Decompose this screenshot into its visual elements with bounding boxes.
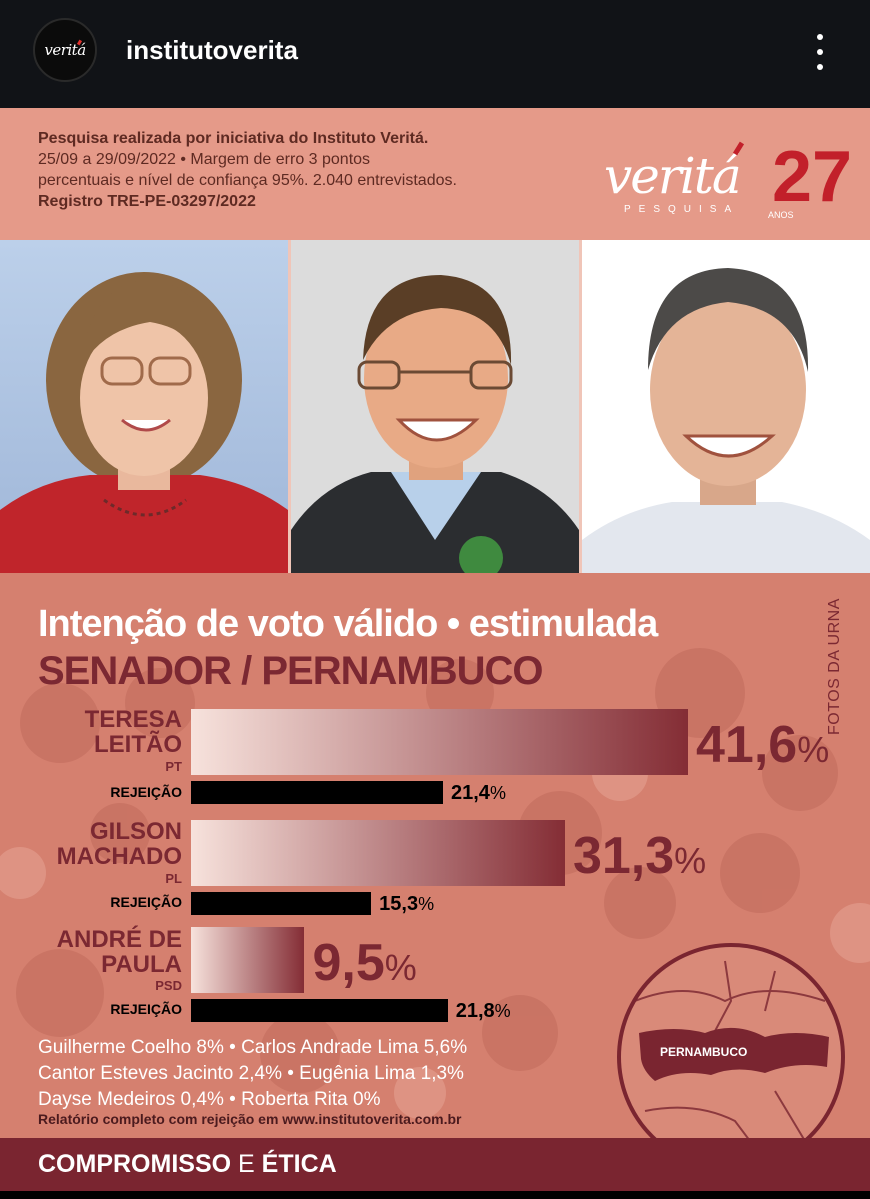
portrait-image — [0, 240, 288, 573]
percent-sign: % — [494, 1001, 511, 1021]
other-candidates-line: Guilherme Coelho 8% • Carlos Andrade Lim… — [38, 1037, 468, 1058]
post-header: veritá institutoverita — [0, 0, 870, 108]
candidate-photo-gilson — [291, 240, 579, 573]
logo-anniversary-number: 27 — [772, 137, 853, 217]
rejection-value: 21,8 — [455, 1000, 495, 1022]
candidate-name-line: ANDRÉ DE — [56, 926, 182, 953]
rejection-percent: 21,4% — [451, 782, 506, 805]
footer-word: ÉTICA — [261, 1150, 337, 1178]
candidate-name: GILSON MACHADO — [57, 819, 182, 869]
logo-anos: ANOS — [768, 210, 794, 220]
candidate-name-line: PAULA — [101, 951, 182, 978]
candidate-name: ANDRÉ DE PAULA — [57, 927, 182, 977]
other-candidates-line: Cantor Esteves Jacinto 2,4% • Eugênia Li… — [38, 1063, 464, 1084]
report-link-text: Relatório completo com rejeição em www.i… — [38, 1111, 462, 1127]
photo-credit: FOTOS DA URNA — [826, 598, 843, 735]
rejection-label: REJEIÇÃO — [110, 784, 182, 800]
footer-word: E — [238, 1150, 255, 1178]
vote-percent: 31,3% — [573, 828, 706, 889]
footer-word: COMPROMISSO — [38, 1150, 232, 1178]
candidate-party: PSD — [155, 978, 182, 993]
vote-value: 41,6 — [696, 716, 798, 774]
candidate-name-line: TERESA — [84, 706, 182, 733]
candidate-name: TERESA LEITÃO — [85, 707, 182, 757]
candidate-name-line: MACHADO — [56, 843, 182, 870]
percent-sign: % — [418, 894, 435, 914]
vote-percent: 41,6% — [696, 717, 829, 778]
username[interactable]: institutoverita — [126, 35, 298, 65]
survey-info-band: Pesquisa realizada por iniciativa do Ins… — [0, 108, 870, 240]
logo-subtitle: PESQUISA — [624, 204, 740, 215]
other-candidates: Guilherme Coelho 8% • Carlos Andrade Lim… — [38, 1035, 598, 1113]
candidate-photos — [0, 240, 870, 573]
footer-band: COMPROMISSO E ÉTICA — [0, 1138, 870, 1191]
vote-value: 9,5 — [312, 934, 385, 992]
rejection-percent: 21,8% — [456, 1000, 511, 1023]
vote-bar — [191, 927, 305, 993]
more-vertical-icon[interactable] — [808, 32, 832, 72]
percent-sign: % — [384, 947, 417, 988]
vote-value: 31,3 — [572, 827, 675, 885]
rejection-percent: 15,3% — [379, 893, 434, 916]
portrait-image — [291, 240, 579, 573]
rejection-bar — [191, 892, 372, 915]
bottom-edge — [0, 1191, 870, 1199]
rejection-label: REJEIÇÃO — [110, 1001, 182, 1017]
rejection-value: 15,3 — [379, 893, 419, 915]
candidate-name-line: GILSON — [89, 818, 182, 845]
rejection-value: 21,4 — [451, 782, 490, 804]
rejection-bar — [191, 999, 448, 1022]
candidate-party: PL — [165, 871, 182, 886]
percent-sign: % — [797, 729, 830, 770]
rejection-bar — [191, 781, 443, 804]
candidate-photo-andre — [582, 240, 870, 573]
candidate-photo-teresa — [0, 240, 288, 573]
other-candidates-line: Dayse Medeiros 0,4% • Roberta Rita 0% — [38, 1089, 381, 1110]
portrait-image — [582, 240, 870, 573]
results-panel: Intenção de voto válido • estimulada SEN… — [0, 573, 870, 1138]
survey-info-line: percentuais e nível de confiança 95%. 2.… — [38, 172, 457, 189]
chart-subtitle: SENADOR / PERNAMBUCO — [38, 649, 543, 693]
candidate-name-line: LEITÃO — [94, 731, 182, 758]
verita-logo: veritá PESQUISA 27 ANOS — [604, 138, 854, 226]
logo-wordmark: veritá — [604, 147, 742, 205]
rejection-label: REJEIÇÃO — [110, 894, 182, 910]
survey-info-line: 25/09 a 29/09/2022 • Margem de erro 3 po… — [38, 151, 371, 168]
percent-sign: % — [674, 840, 707, 881]
survey-info-line: Pesquisa realizada por iniciativa do Ins… — [38, 130, 429, 147]
vote-percent: 9,5% — [312, 935, 416, 996]
avatar[interactable]: veritá — [33, 18, 97, 82]
map-label: PERNAMBUCO — [660, 1045, 748, 1059]
candidate-party: PT — [165, 759, 182, 774]
chart-title: Intenção de voto válido • estimulada — [38, 603, 658, 645]
percent-sign: % — [489, 783, 506, 803]
survey-info: Pesquisa realizada por iniciativa do Ins… — [38, 128, 558, 212]
footer-slogan: COMPROMISSO E ÉTICA — [38, 1150, 337, 1179]
pernambuco-map — [617, 943, 845, 1138]
avatar-logo-text: veritá — [44, 41, 86, 59]
survey-registry: Registro TRE-PE-03297/2022 — [38, 193, 256, 210]
vote-bar — [191, 709, 688, 775]
vote-bar — [191, 820, 565, 886]
